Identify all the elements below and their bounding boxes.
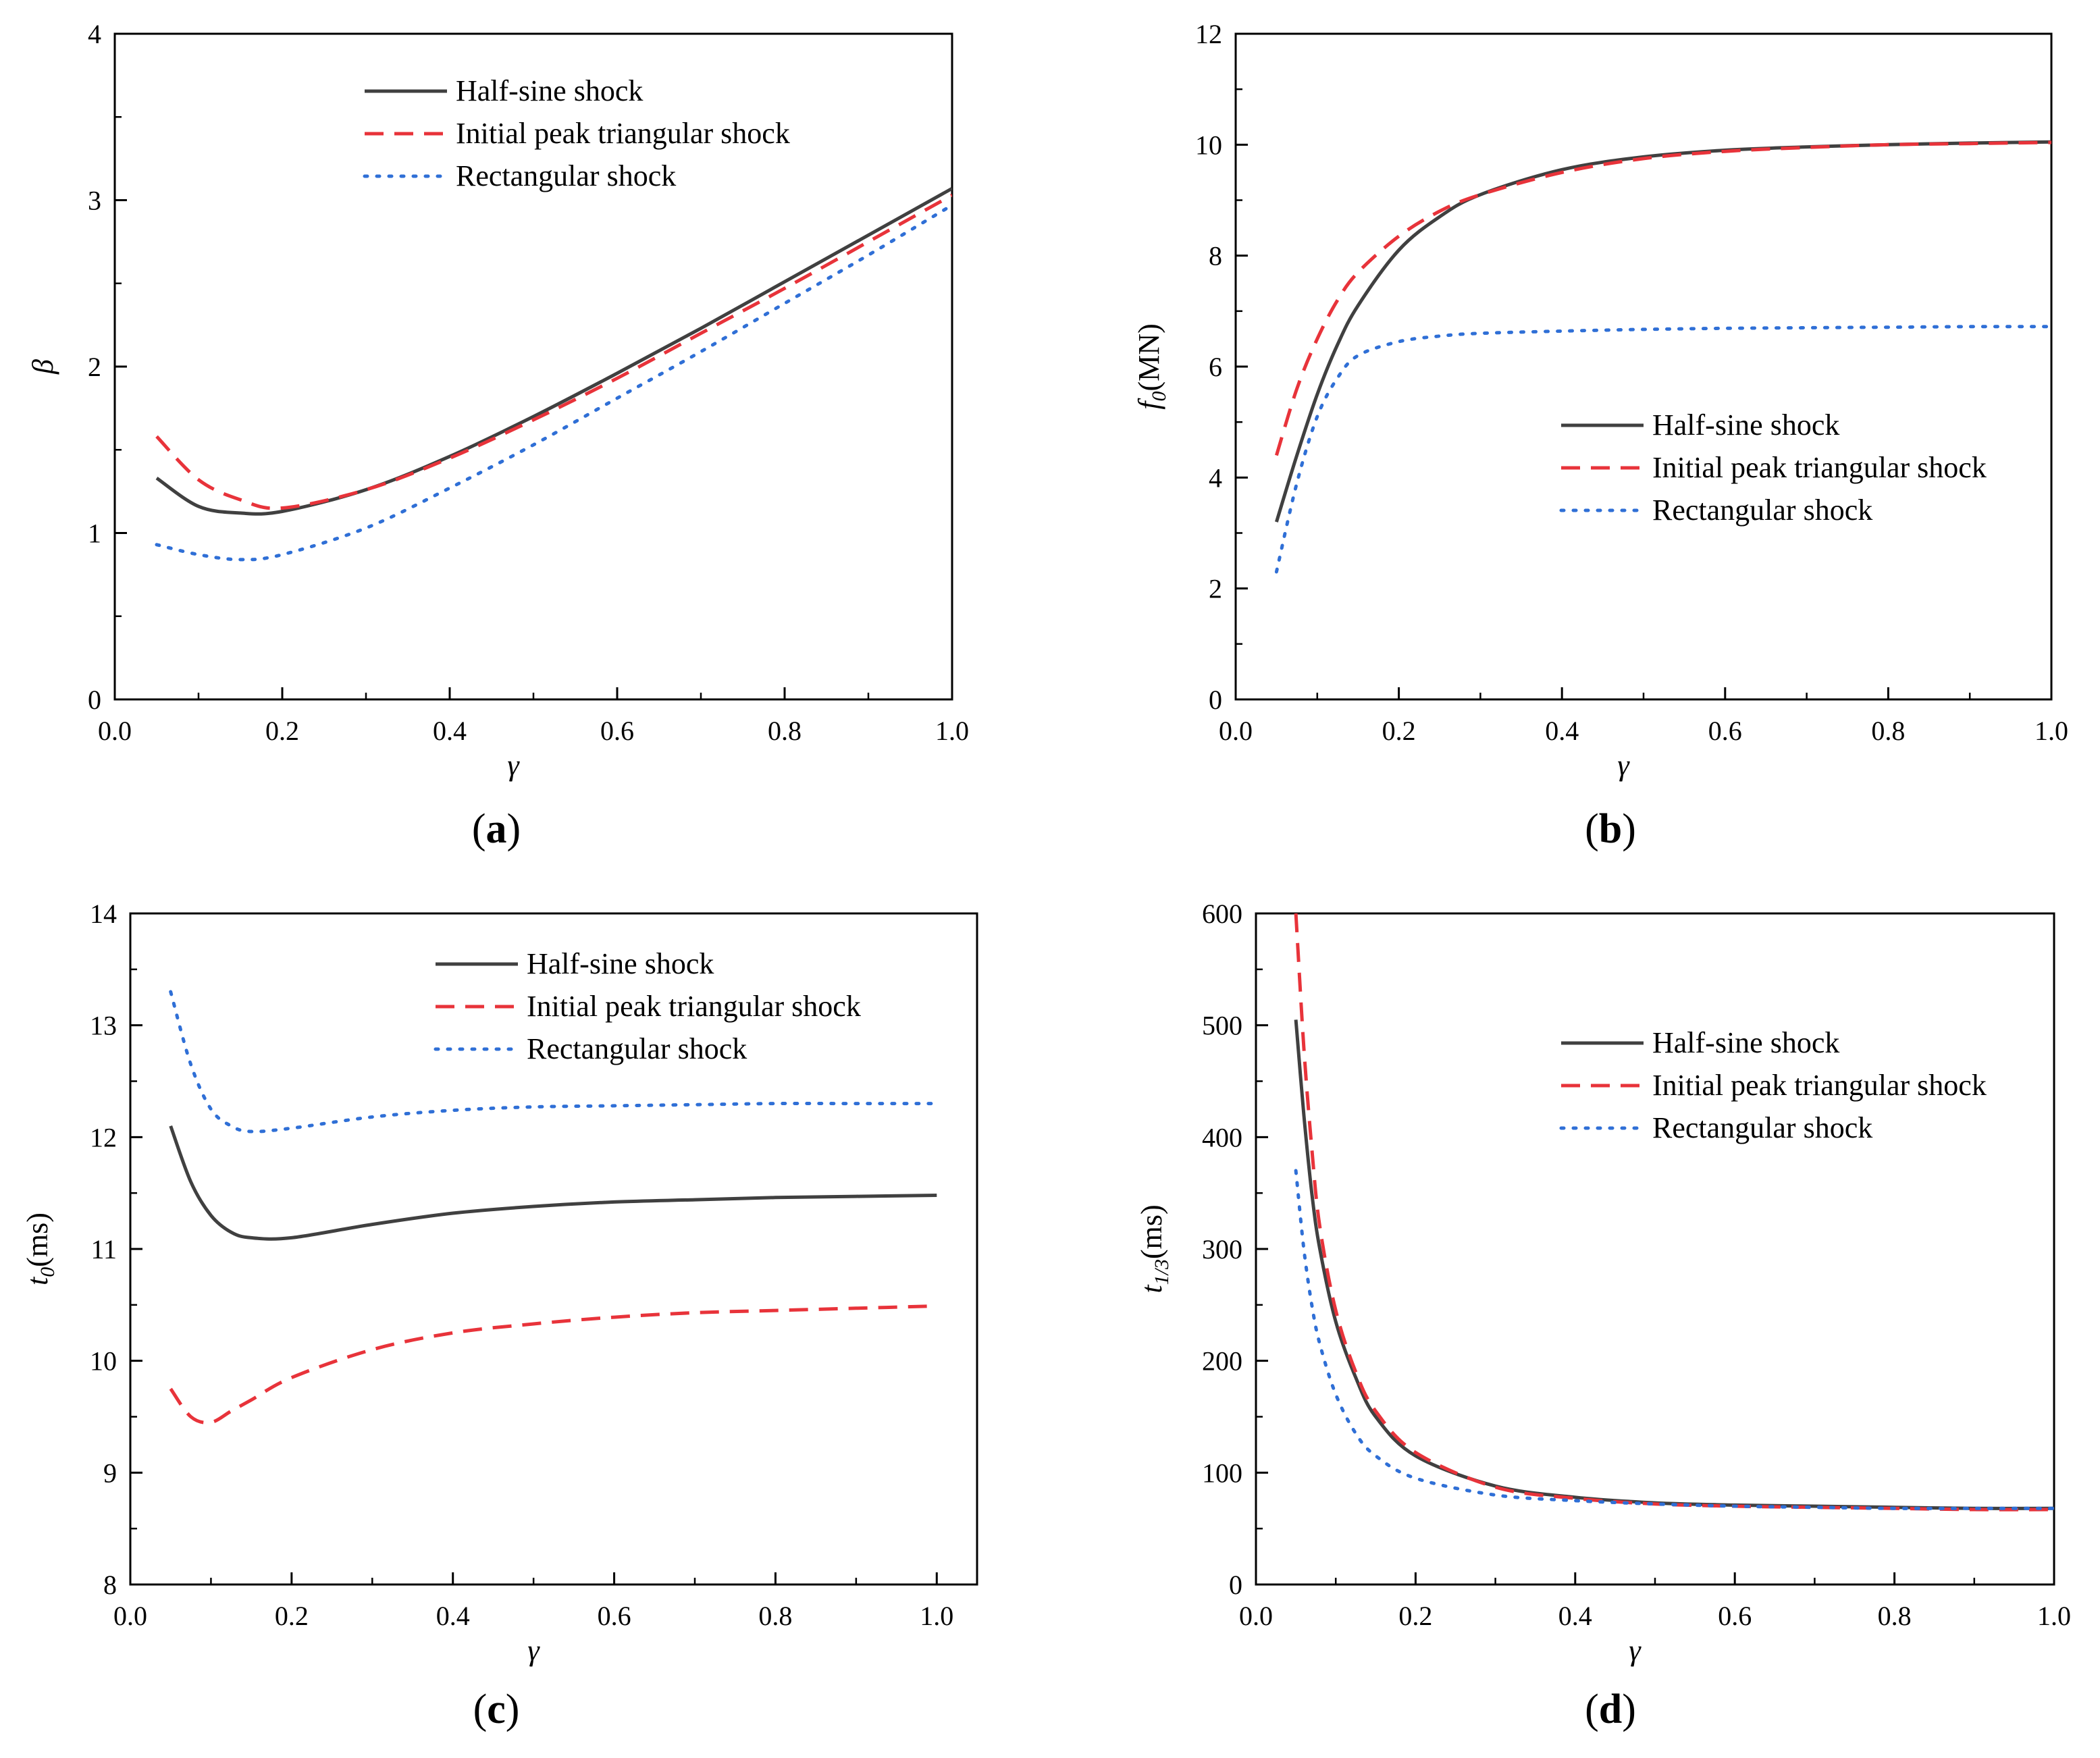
x-tick-label: 1.0 — [920, 1601, 953, 1631]
y-tick-label: 500 — [1202, 1011, 1242, 1041]
y-tick-label: 6 — [1209, 352, 1222, 382]
y-tick-label: 8 — [1209, 241, 1222, 271]
legend: Half-sine shock Initial peak triangular s… — [363, 74, 790, 192]
x-tick-label: 0.0 — [113, 1601, 147, 1631]
x-tick-label: 0.6 — [598, 1601, 631, 1631]
y-tick-label: 600 — [1202, 899, 1242, 929]
y-tick-label: 2 — [1209, 574, 1222, 604]
x-tick-label: 0.2 — [275, 1601, 309, 1631]
y-axis-label: t0(ms) — [21, 1213, 59, 1285]
x-tick-label: 1.0 — [2035, 716, 2068, 746]
legend-entry: Initial peak triangular shock — [456, 117, 790, 150]
y-tick-label: 9 — [103, 1458, 117, 1488]
panel-label: (a) — [472, 806, 521, 852]
y-tick-label: 0 — [1209, 685, 1222, 715]
series-group — [155, 187, 952, 562]
x-tick-label: 0.6 — [1718, 1601, 1752, 1631]
legend-entry: Rectangular shock — [1652, 494, 1872, 527]
x-tick-label: 0.2 — [265, 716, 299, 746]
x-tick-label: 0.8 — [768, 716, 802, 746]
y-axis-label: t1/3(ms) — [1135, 1204, 1173, 1293]
legend: Half-sine shock Initial peak triangular s… — [1559, 1026, 1987, 1144]
x-tick-label: 0.4 — [436, 1601, 470, 1631]
series-line-triangular — [1294, 913, 2054, 1512]
series-line-triangular — [155, 193, 952, 510]
y-axis-label: f0(MN) — [1132, 323, 1170, 409]
x-tick-label: 0.8 — [1878, 1601, 1912, 1631]
y-tick-label: 0 — [1229, 1570, 1242, 1600]
y-axis-label: β — [26, 359, 59, 375]
legend-entry: Rectangular shock — [1652, 1111, 1872, 1144]
x-axis-label: γ — [1617, 749, 1630, 782]
y-tick-label: 300 — [1202, 1234, 1242, 1264]
series-group — [1274, 140, 2051, 574]
series-line-rectangular — [1274, 325, 2051, 574]
chart-panel-a: 0.0 0.2 0.4 0.6 0.8 1.0 0 1 2 3 4 γ β Half-sine shock… — [26, 19, 969, 852]
legend: Half-sine shock Initial peak triangular s… — [434, 947, 861, 1065]
plot-frame — [1255, 912, 2055, 1586]
y-tick-label: 4 — [88, 19, 101, 49]
x-axis-label: γ — [527, 1634, 540, 1667]
panel-label: (c) — [473, 1686, 520, 1732]
y-tick-label: 13 — [90, 1011, 117, 1041]
series-line-rectangular — [169, 990, 939, 1134]
x-tick-label: 0.4 — [1545, 716, 1579, 746]
legend-entry: Initial peak triangular shock — [1652, 451, 1987, 484]
x-tick-label: 1.0 — [2037, 1601, 2071, 1631]
chart-panel-d: 0.0 0.2 0.4 0.6 0.8 1.0 0 100 200 300 400 500 600 γ t1… — [1135, 899, 2071, 1732]
plot-frame — [1234, 32, 2053, 701]
series-group — [1294, 913, 2054, 1512]
x-tick-label: 0.4 — [433, 716, 467, 746]
series-line-triangular — [169, 1304, 937, 1424]
chart-panel-b: 0.0 0.2 0.4 0.6 0.8 1.0 0 2 4 6 8 10 12 γ f0(MN) Half-s… — [1132, 19, 2068, 852]
y-tick-label: 12 — [1195, 19, 1222, 49]
y-tick-label: 14 — [90, 899, 117, 929]
y-tick-label: 12 — [90, 1122, 117, 1152]
y-tick-label: 4 — [1209, 462, 1222, 493]
y-tick-label: 200 — [1202, 1346, 1242, 1377]
x-tick-label: 0.0 — [1219, 716, 1253, 746]
x-tick-label: 0.2 — [1382, 716, 1416, 746]
y-tick-label: 0 — [88, 685, 101, 715]
legend-entry: Half-sine shock — [1652, 1026, 1839, 1059]
x-tick-label: 0.2 — [1398, 1601, 1432, 1631]
y-tick-label: 2 — [88, 352, 101, 382]
chart-panel-c: 0.0 0.2 0.4 0.6 0.8 1.0 8 9 10 11 12 13 14 γ t0(ms) Hal… — [21, 899, 978, 1732]
y-tick-label: 10 — [90, 1346, 117, 1377]
x-tick-label: 0.4 — [1558, 1601, 1592, 1631]
series-line-triangular — [1275, 140, 2051, 456]
x-tick-label: 0.8 — [1871, 716, 1905, 746]
legend-entry: Half-sine shock — [456, 74, 643, 107]
y-tick-label: 8 — [103, 1570, 117, 1600]
panel-label: (b) — [1585, 806, 1636, 852]
series-line-half-sine — [155, 187, 952, 516]
y-tick-label: 10 — [1195, 130, 1222, 160]
x-tick-label: 0.0 — [1239, 1601, 1273, 1631]
y-tick-label: 100 — [1202, 1458, 1242, 1488]
series-group — [169, 990, 939, 1424]
series-line-rectangular — [155, 203, 952, 562]
y-tick-label: 3 — [88, 186, 101, 216]
x-tick-label: 0.8 — [758, 1601, 792, 1631]
series-line-half-sine — [169, 1125, 937, 1241]
legend: Half-sine shock Initial peak triangular s… — [1559, 408, 1987, 527]
legend-entry: Half-sine shock — [527, 947, 714, 980]
x-axis-label: γ — [1629, 1634, 1642, 1667]
legend-entry: Initial peak triangular shock — [1652, 1069, 1987, 1102]
legend-entry: Rectangular shock — [456, 159, 676, 192]
legend-entry: Half-sine shock — [1652, 408, 1839, 442]
x-tick-label: 0.6 — [600, 716, 634, 746]
x-axis-label: γ — [507, 749, 520, 782]
y-tick-label: 11 — [90, 1234, 117, 1264]
legend-entry: Initial peak triangular shock — [527, 990, 861, 1023]
y-tick-label: 1 — [88, 518, 101, 549]
x-tick-label: 0.0 — [98, 716, 132, 746]
panel-label: (d) — [1585, 1686, 1636, 1732]
y-tick-label: 400 — [1202, 1122, 1242, 1152]
legend-entry: Rectangular shock — [527, 1032, 747, 1065]
series-line-rectangular — [1294, 1169, 2054, 1510]
x-tick-label: 1.0 — [935, 716, 969, 746]
x-tick-label: 0.6 — [1708, 716, 1742, 746]
